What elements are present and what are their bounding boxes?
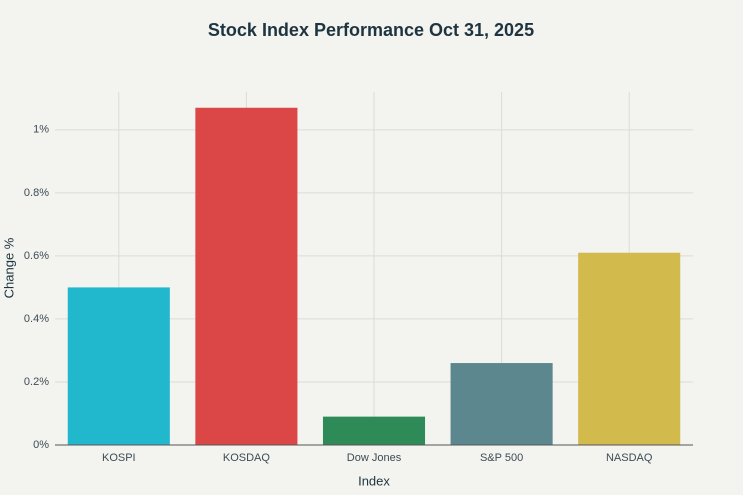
y-axis-title: Change % — [1, 237, 16, 298]
y-tick-label: 0.8% — [24, 187, 49, 199]
x-tick-label: KOSPI — [102, 452, 136, 464]
x-tick-label: NASDAQ — [606, 452, 653, 464]
y-tick-label: 0.4% — [24, 313, 49, 325]
x-tick-label: KOSDAQ — [223, 452, 271, 464]
x-axis-title: Index — [358, 473, 390, 488]
bar — [322, 416, 426, 445]
bar — [195, 107, 298, 446]
x-tick-label: Dow Jones — [347, 452, 402, 464]
x-tick-label: S&P 500 — [480, 452, 523, 464]
bar — [578, 252, 681, 445]
y-tick-label: 0.6% — [24, 250, 49, 262]
bar — [450, 363, 553, 445]
y-tick-label: 0.2% — [24, 376, 49, 388]
y-tick-label: 1% — [33, 124, 49, 136]
chart-title: Stock Index Performance Oct 31, 2025 — [208, 20, 534, 40]
bar — [67, 287, 170, 445]
y-tick-label: 0% — [33, 439, 49, 451]
